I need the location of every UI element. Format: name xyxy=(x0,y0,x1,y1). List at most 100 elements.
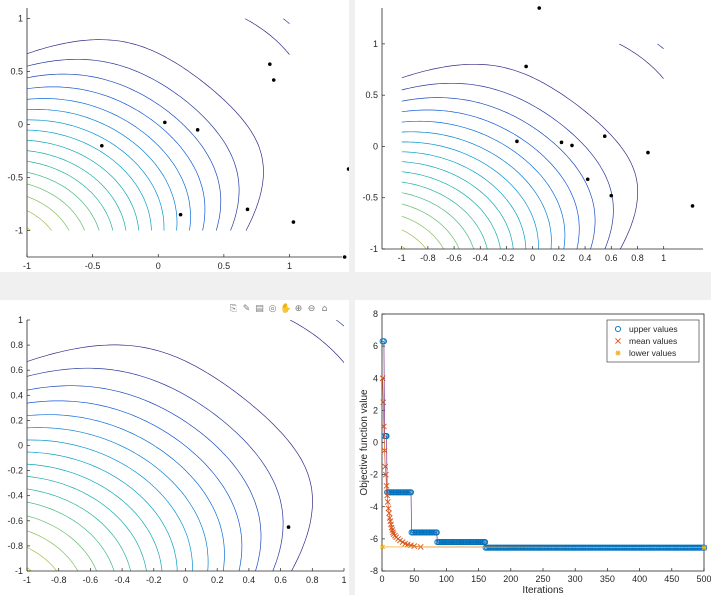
plot1-x-tick-label: 0 xyxy=(156,261,161,271)
plot2-y-tick-label: 0 xyxy=(373,141,378,151)
conv-y-tick-label: -2 xyxy=(370,470,378,480)
series-marker xyxy=(701,545,707,551)
plot3-contour-line xyxy=(27,414,225,571)
plot1-contour-line xyxy=(27,119,165,231)
plot3-y-tick-label: 1 xyxy=(18,315,23,325)
plot2-x-tick-label: -0.4 xyxy=(473,253,489,263)
series-marker xyxy=(381,447,388,454)
plot2-point xyxy=(515,139,519,144)
conv-x-tick-label: 350 xyxy=(600,574,615,584)
plot1-point xyxy=(342,255,347,259)
plot1-y-tick-label: -0.5 xyxy=(7,173,23,183)
series-marker xyxy=(380,399,387,406)
series-marker xyxy=(433,529,440,536)
series-marker xyxy=(386,510,393,517)
plot1-x-tick-label: 1 xyxy=(287,261,292,271)
axes-toolbar: ⎘ ✎ ▤ ◎ ✋ ⊕ ⊖ ⌂ xyxy=(228,303,346,317)
plot1-contour-line xyxy=(27,183,86,231)
plot3-x-tick-label: 0.2 xyxy=(211,575,224,585)
conv-y-tick-label: 2 xyxy=(373,405,378,415)
plot2-contours xyxy=(401,43,664,249)
plot2-point xyxy=(646,150,650,155)
plot1-contour-line xyxy=(27,160,114,231)
plot3-y-tick-label: 0.2 xyxy=(10,415,23,425)
export-icon[interactable]: ⎘ xyxy=(229,304,238,314)
plot2-x-tick-label: 0.4 xyxy=(579,253,592,263)
legend-marker xyxy=(615,338,621,344)
plot3-contour-line xyxy=(27,476,147,571)
plot1-y-tick-label: 1 xyxy=(18,14,23,24)
plot2-x-tick-label: 1 xyxy=(661,253,666,263)
plot2-contour-line xyxy=(401,97,596,249)
series-marker xyxy=(382,463,389,470)
plot3-y-tick-label: -0.4 xyxy=(7,491,23,501)
conv-x-tick-label: 200 xyxy=(503,574,518,584)
home-icon[interactable]: ⌂ xyxy=(321,304,328,314)
plot3-y-tick-label: -0.2 xyxy=(7,466,23,476)
conv-x-tick-label: 450 xyxy=(664,574,679,584)
plot3-contour-line xyxy=(27,451,178,571)
plot3-point xyxy=(286,525,291,529)
plot3-contour-line xyxy=(27,439,193,571)
contour-plot-2: -1 -0.8 -0.6 -0.4 -0.2 0 0.2 0.4 0.6 0.8 1 1 0.5 0 -0.… xyxy=(362,6,703,263)
plot3-y-tick-label: -0.8 xyxy=(7,541,23,551)
brush-icon[interactable]: ✎ xyxy=(242,304,251,314)
plot1-contour-line xyxy=(27,171,100,231)
plot1-x-tick-label: -0.5 xyxy=(85,261,101,271)
series-marker xyxy=(390,529,396,536)
series-upper-values xyxy=(379,338,708,551)
plot2-point xyxy=(524,64,528,69)
plot3-y-tick-label: 0.8 xyxy=(10,340,23,350)
plot2-contour-line xyxy=(401,215,444,249)
plot1-x-tick-label: -1 xyxy=(23,261,31,271)
zoom-out-icon[interactable]: ⊖ xyxy=(307,304,316,314)
plot1-contour-line xyxy=(27,227,31,231)
plot1-y-tick-label: -1 xyxy=(15,226,23,236)
conv-x-axis-label: Iterations xyxy=(522,585,563,595)
plot3-x-tick-label: -0.6 xyxy=(83,575,99,585)
plot3-contour-line xyxy=(27,400,243,571)
plot3-contour-line xyxy=(27,463,163,571)
series-marker xyxy=(399,539,406,546)
pan-icon[interactable]: ✋ xyxy=(280,304,292,314)
plot3-x-tick-label: -0.4 xyxy=(114,575,130,585)
series-marker xyxy=(380,338,387,345)
plot3-y-tick-label: 0.4 xyxy=(10,390,23,400)
zoom-in-icon[interactable]: ⊕ xyxy=(294,304,303,314)
plot1-point xyxy=(195,128,200,132)
plot1-contours xyxy=(27,18,290,231)
series-lower-values xyxy=(380,544,707,551)
plot2-x-tick-label: 0.2 xyxy=(553,253,566,263)
plot2-x-tick-label: 0.8 xyxy=(631,253,644,263)
series-line xyxy=(382,378,705,549)
plot1-contour-line xyxy=(27,196,70,231)
plot2-point xyxy=(570,143,574,148)
plot2-point xyxy=(690,204,695,208)
plot1-contour-line xyxy=(27,210,52,231)
plot2-contour-line xyxy=(401,131,552,249)
plot3-x-tick-label: 0.4 xyxy=(243,575,256,585)
plot3-contour-line xyxy=(27,501,115,571)
rotate-icon[interactable]: ◎ xyxy=(268,304,277,314)
series-marker xyxy=(383,482,390,489)
conv-x-tick-label: 0 xyxy=(379,574,384,584)
datatip-icon[interactable]: ▤ xyxy=(255,304,264,314)
contour-panel-2: -1 -0.8 -0.6 -0.4 -0.2 0 0.2 0.4 0.6 0.8 1 1 0.5 0 -0.… xyxy=(355,0,711,272)
plot3-y-tick-label: -0.6 xyxy=(7,516,23,526)
plot1-point xyxy=(245,207,250,212)
plot3-contours xyxy=(27,320,344,571)
legend-label: mean values xyxy=(629,336,677,346)
plot2-x-tick-label: -0.2 xyxy=(499,253,515,263)
plot2-contour-line xyxy=(401,181,488,249)
conv-y-tick-label: 0 xyxy=(373,438,378,448)
plot2-contour-line xyxy=(401,43,664,249)
conv-y-tick-label: 8 xyxy=(373,309,378,319)
plot3-contour-line xyxy=(27,320,344,571)
series-marker xyxy=(407,489,415,496)
conv-y-tick-label: 6 xyxy=(373,341,378,351)
plot3-contour-line xyxy=(27,385,262,571)
plot2-point xyxy=(559,140,564,145)
conv-y-tick-label: 4 xyxy=(373,373,378,383)
series-marker xyxy=(381,423,387,430)
legend-label: lower values xyxy=(629,348,676,358)
